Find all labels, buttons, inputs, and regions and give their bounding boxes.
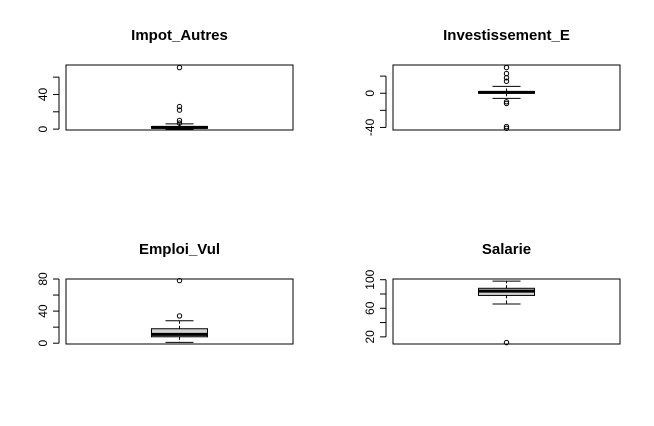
chart-title: Impot_Autres	[131, 27, 228, 44]
outlier-point	[503, 70, 510, 77]
outlier-point	[503, 100, 510, 107]
outlier-point	[176, 103, 183, 110]
y-tick-label: 100	[363, 269, 377, 289]
boxplot-panel: Salarie 20 60 100	[363, 241, 621, 346]
y-tick-label: 0	[36, 125, 50, 132]
chart-title: Salarie	[482, 241, 531, 258]
outlier-point	[503, 123, 510, 130]
outlier-point	[176, 277, 183, 284]
outlier-point	[503, 339, 510, 346]
outlier-point	[503, 64, 510, 71]
y-tick-label: 60	[363, 301, 377, 315]
outlier-point	[176, 313, 183, 319]
plot-frame	[392, 278, 621, 345]
y-tick-label: -40	[363, 118, 377, 136]
outlier-point	[503, 78, 510, 84]
boxplot-panel: Emploi_Vul 0 40 80	[36, 241, 294, 347]
outlier-point	[176, 120, 183, 126]
y-tick-label: 40	[36, 304, 50, 318]
plot-frame	[392, 64, 621, 131]
outlier-point	[503, 125, 510, 131]
outlier-point	[176, 107, 183, 113]
y-tick-label: 0	[36, 340, 50, 347]
outlier-point	[503, 99, 510, 105]
chart-title: Investissement_E	[443, 27, 570, 44]
outlier-point	[176, 64, 183, 71]
y-tick-label: 40	[36, 87, 50, 101]
boxplot-panel: Impot_Autres 0 40	[36, 27, 294, 132]
chart-title: Emploi_Vul	[139, 241, 220, 258]
y-tick-label: 20	[363, 330, 377, 344]
iqr-box	[151, 328, 208, 338]
outlier-point	[176, 117, 183, 124]
plot-frame	[65, 64, 294, 131]
y-tick-label: 0	[363, 90, 377, 97]
boxplot-panel: Investissement_E -40 0	[363, 27, 621, 136]
y-tick-label: 80	[36, 272, 50, 286]
plot-frame	[65, 278, 294, 345]
